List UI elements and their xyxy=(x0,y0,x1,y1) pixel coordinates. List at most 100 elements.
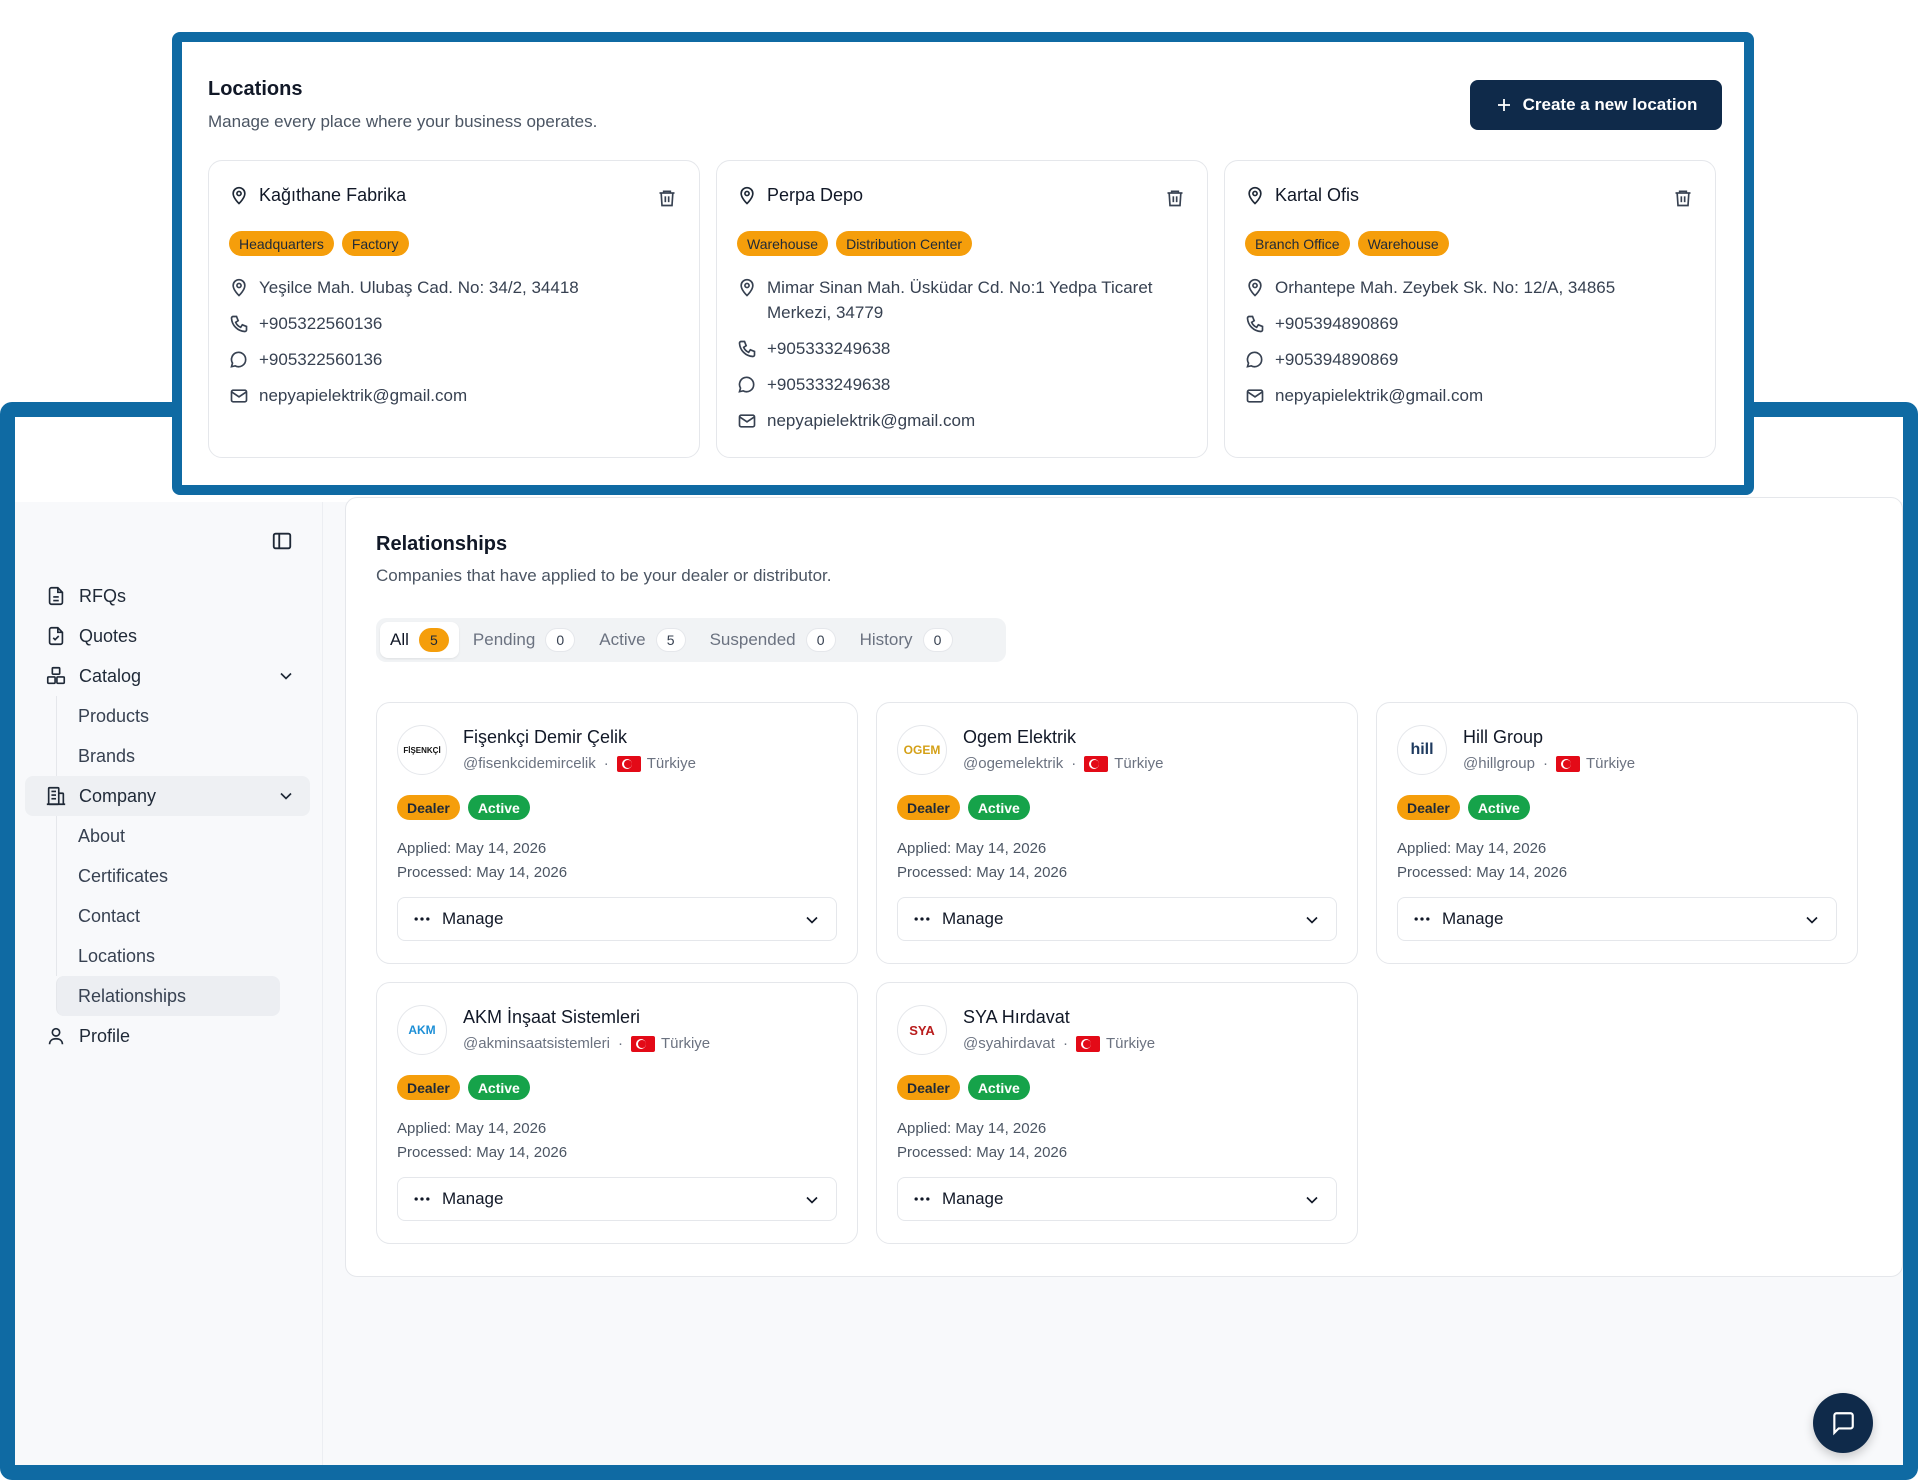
sidebar-item-products[interactable]: Products xyxy=(56,696,310,736)
chevron-down-icon xyxy=(1302,910,1322,930)
chevron-down-icon[interactable] xyxy=(276,786,296,806)
page-subtitle: Companies that have applied to be your d… xyxy=(376,566,832,585)
mail-icon xyxy=(229,386,249,406)
email-text: nepyapielektrik@gmail.com xyxy=(259,386,468,405)
company-logo: AKM xyxy=(397,1005,447,1055)
whatsapp-row: +905394890869 xyxy=(1245,347,1705,372)
role-badge: Dealer xyxy=(897,1075,960,1100)
location-name: Perpa Depo xyxy=(767,185,864,205)
company-country: Türkiye xyxy=(1105,1035,1156,1052)
tab-pending[interactable]: Pending 0 xyxy=(463,622,585,658)
trash-icon[interactable] xyxy=(1165,187,1185,209)
email-text: nepyapielektrik@gmail.com xyxy=(1275,386,1484,405)
role-badge: Dealer xyxy=(397,1075,460,1100)
whatsapp-text: +905394890869 xyxy=(1275,350,1399,369)
manage-dropdown[interactable]: Manage xyxy=(397,897,837,941)
location-details: Orhantepe Mah. Zeybek Sk. No: 12/A, 3486… xyxy=(1245,275,1705,419)
separator-dot: · xyxy=(1542,755,1548,772)
trash-icon[interactable] xyxy=(1673,187,1693,209)
manage-dropdown[interactable]: Manage xyxy=(1397,897,1837,941)
location-name: Kartal Ofis xyxy=(1275,185,1360,205)
phone-row: +905322560136 xyxy=(229,311,689,336)
status-badge: Active xyxy=(967,795,1030,820)
sidebar-item-relationships[interactable]: Relationships xyxy=(56,976,280,1016)
sidebar-item-contact[interactable]: Contact xyxy=(56,896,310,936)
company-country: Türkiye xyxy=(646,755,696,772)
sidebar-item-catalog[interactable]: Catalog xyxy=(25,656,310,696)
tab-suspended[interactable]: Suspended 0 xyxy=(700,622,846,658)
location-tags: Branch Office Warehouse xyxy=(1245,231,1449,256)
status-badge: Active xyxy=(467,1075,530,1100)
company-country: Türkiye xyxy=(660,1035,711,1052)
phone-icon xyxy=(737,339,757,359)
manage-dropdown[interactable]: Manage xyxy=(397,1177,837,1221)
sidebar-nav: RFQs Quotes Catalog Products Brands Comp… xyxy=(25,576,310,1056)
more-horizontal-icon xyxy=(1412,909,1432,929)
relationship-card: OGEM Ogem Elektrik @ogemelektrik · Türkiye… xyxy=(876,702,1358,964)
whatsapp-text: +905322560136 xyxy=(259,350,383,369)
badges: Dealer Active xyxy=(897,795,1030,820)
tab-count-badge: 0 xyxy=(922,628,953,652)
status-tabs: All 5 Pending 0 Active 5 Suspended 0 History… xyxy=(376,618,1006,662)
role-badge: Dealer xyxy=(1397,795,1460,820)
trash-icon[interactable] xyxy=(657,187,677,209)
phone-row: +905394890869 xyxy=(1245,311,1705,336)
relationship-card: SYA SYA Hırdavat @syahirdavat · Türkiye De… xyxy=(876,982,1358,1244)
create-location-button[interactable]: Create a new location xyxy=(1470,80,1722,130)
company-meta: @ogemelektrik · Türkiye xyxy=(963,755,1163,772)
sidebar-item-brands[interactable]: Brands xyxy=(56,736,310,776)
badges: Dealer Active xyxy=(397,1075,530,1100)
address-text: Mimar Sinan Mah. Üsküdar Cd. No:1 Yedpa … xyxy=(767,278,1153,322)
tab-history[interactable]: History 0 xyxy=(850,622,963,658)
sidebar-item-company[interactable]: Company xyxy=(25,776,310,816)
sidebar-item-locations[interactable]: Locations xyxy=(56,936,310,976)
sidebar-item-label: Company xyxy=(79,785,157,806)
separator-dot: · xyxy=(617,1035,623,1052)
tab-count-badge: 0 xyxy=(805,628,836,652)
more-horizontal-icon xyxy=(412,909,432,929)
tab-active[interactable]: Active 5 xyxy=(589,622,695,658)
location-tags: Warehouse Distribution Center xyxy=(737,231,973,256)
company-meta: @akminsaatsistemleri · Türkiye xyxy=(463,1035,710,1052)
company-name: Hill Group xyxy=(1463,727,1544,747)
address-text: Yeşilce Mah. Ulubaş Cad. No: 34/2, 34418 xyxy=(259,278,579,297)
tab-label: Pending xyxy=(472,630,536,649)
company-meta: @fisenkcidemircelik · Türkiye xyxy=(463,755,696,772)
badges: Dealer Active xyxy=(1397,795,1530,820)
sidebar-item-label: Catalog xyxy=(79,665,142,686)
chat-button[interactable] xyxy=(1813,1393,1873,1453)
sidebar-toggle-icon[interactable] xyxy=(271,530,293,552)
manage-dropdown[interactable]: Manage xyxy=(897,897,1337,941)
company-handle: @syahirdavat xyxy=(963,1035,1055,1052)
company-name: Fişenkçi Demir Çelik xyxy=(463,727,628,747)
sidebar-item-rfqs[interactable]: RFQs xyxy=(25,576,310,616)
status-badge: Active xyxy=(967,1075,1030,1100)
mail-icon xyxy=(1245,386,1265,406)
message-square-icon xyxy=(1830,1410,1856,1436)
company-handle: @ogemelektrik xyxy=(963,755,1064,772)
processed-date: Processed: May 14, 2026 xyxy=(897,1144,1068,1161)
phone-text: +905322560136 xyxy=(259,314,383,333)
tab-all[interactable]: All 5 xyxy=(380,622,459,658)
applied-date: Applied: May 14, 2026 xyxy=(897,1120,1047,1137)
manage-dropdown[interactable]: Manage xyxy=(897,1177,1337,1221)
tab-label: All xyxy=(390,630,409,649)
location-card: Perpa Depo Warehouse Distribution Center … xyxy=(716,160,1208,458)
turkey-flag-icon xyxy=(1075,1035,1100,1052)
tab-label: Suspended xyxy=(709,630,796,649)
sidebar-item-certificates[interactable]: Certificates xyxy=(56,856,310,896)
sidebar-item-profile[interactable]: Profile xyxy=(25,1016,310,1056)
sidebar-item-about[interactable]: About xyxy=(56,816,310,856)
chevron-down-icon[interactable] xyxy=(276,666,296,686)
separator-dot: · xyxy=(1062,1035,1068,1052)
relationship-card: FİŞENKÇİ Fişenkçi Demir Çelik @fisenkcid… xyxy=(376,702,858,964)
sidebar-item-quotes[interactable]: Quotes xyxy=(25,616,310,656)
phone-icon xyxy=(229,314,249,334)
chevron-down-icon xyxy=(1802,910,1822,930)
email-row: nepyapielektrik@gmail.com xyxy=(1245,383,1705,408)
page-title: Relationships xyxy=(376,533,508,555)
tab-count-badge: 5 xyxy=(418,628,449,652)
status-badge: Active xyxy=(467,795,530,820)
company-handle: @akminsaatsistemleri xyxy=(463,1035,610,1052)
manage-label: Manage xyxy=(942,909,1004,928)
